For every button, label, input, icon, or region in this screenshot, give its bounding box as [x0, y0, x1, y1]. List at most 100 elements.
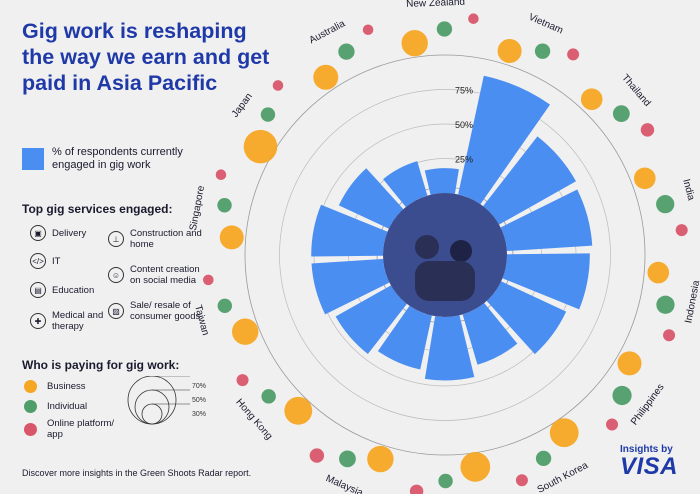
bubble-online-platform-app-south-korea	[515, 474, 528, 487]
bubble-business-south-korea	[549, 418, 579, 448]
category-label-singapore: Singapore	[188, 184, 207, 231]
bar-mainland-china	[424, 315, 475, 381]
bubble-online-platform-app-hong-kong	[236, 374, 249, 387]
box-icon: ▣	[30, 225, 46, 241]
size-legend-30: 30%	[192, 411, 206, 418]
bar-vietnam	[458, 75, 551, 205]
service-sale: ▨ Sale/ resale of consumer goods	[108, 300, 210, 322]
bar-hong-kong	[335, 285, 407, 354]
category-label-malaysia: Malaysia	[324, 473, 365, 494]
category-label-philippines: Philippines	[629, 382, 667, 427]
ytick-75: 75%	[455, 86, 473, 96]
business-dot	[24, 380, 37, 393]
category-label-taiwan: Taiwan	[192, 304, 211, 337]
service-content: ☺ Content creation on social media	[108, 264, 210, 286]
brand-small: Insights by	[620, 444, 673, 455]
center-photo	[383, 193, 507, 317]
bubble-business-vietnam	[497, 38, 522, 63]
payers-heading: Who is paying for gig work:	[22, 358, 180, 372]
bubble-business-taiwan	[232, 318, 259, 345]
bubble-business-india	[633, 167, 656, 190]
bubble-individual-taiwan	[217, 298, 232, 314]
category-label-australia: Australia	[308, 18, 348, 46]
outer-ring	[244, 54, 646, 456]
bubble-individual-singapore	[217, 198, 232, 213]
bubble-business-australia	[313, 64, 339, 90]
bubble-individual-malaysia	[339, 450, 356, 468]
bubble-individual-hong-kong	[261, 389, 276, 404]
ytick-50: 50%	[455, 120, 473, 130]
bar-japan	[338, 168, 404, 229]
bubble-business-mainland-china	[460, 451, 491, 482]
service-construction: ⊥ Construction and home	[108, 228, 210, 250]
bubble-individual-australia	[338, 43, 355, 60]
bubble-business-hong-kong	[284, 396, 313, 425]
bar-australia	[383, 161, 428, 207]
bar-taiwan	[311, 258, 390, 315]
bubble-online-platform-app-malaysia	[309, 448, 325, 463]
category-label-indonesia: Indonesia	[683, 279, 700, 324]
bubble-business-new-zealand	[401, 29, 428, 57]
person-icon: ☺	[108, 267, 124, 283]
size-legend-50: 50%	[192, 397, 206, 404]
bar-new-zealand	[424, 168, 459, 195]
payer-business: Business	[24, 380, 86, 393]
bubble-individual-vietnam	[534, 43, 551, 59]
bubble-online-platform-app-new-zealand	[468, 13, 479, 24]
services-heading: Top gig services engaged:	[22, 202, 173, 216]
bubble-online-platform-app-vietnam	[567, 48, 580, 61]
service-it: </> IT	[30, 253, 132, 269]
bar-thailand	[483, 136, 577, 225]
bubble-individual-japan	[260, 107, 276, 122]
category-label-hong-kong: Hong Kong	[233, 397, 274, 442]
category-label-thailand: Thailand	[619, 73, 652, 109]
bubble-online-platform-app-singapore	[215, 169, 227, 180]
code-icon: </>	[30, 253, 46, 269]
bar-india	[500, 189, 593, 252]
bar-legend-label: % of respondents currently engaged in gi…	[52, 146, 183, 171]
grid-ring	[279, 89, 611, 421]
payer-individual: Individual	[24, 400, 87, 413]
book-icon: ▤	[30, 282, 46, 298]
bubble-individual-thailand	[612, 105, 630, 123]
photo-person-2	[450, 240, 472, 262]
bubble-online-platform-app-philippines	[606, 418, 619, 431]
payer-platform: Online platform/ app	[24, 418, 117, 440]
bubble-business-philippines	[617, 351, 642, 376]
bubble-individual-mainland-china	[438, 473, 453, 489]
service-delivery: ▣ Delivery	[30, 225, 132, 241]
category-label-new-zealand: New Zealand	[406, 0, 465, 10]
category-label-japan: Japan	[230, 91, 255, 119]
size-legend: 70% 50% 30%	[127, 376, 206, 425]
bubble-business-thailand	[580, 88, 603, 111]
service-education: ▤ Education	[30, 282, 132, 298]
hammer-icon: ⊥	[108, 231, 124, 247]
photo-person-1	[415, 235, 439, 259]
bar-philippines	[486, 281, 567, 355]
brand-logo: VISA	[620, 453, 679, 480]
bubble-online-platform-app-thailand	[640, 123, 655, 137]
service-medical: ✚ Medical and therapy	[30, 310, 132, 332]
medical-cross-icon: ✚	[30, 313, 46, 329]
visa-brand: Insights by VISA	[620, 444, 678, 481]
ytick-25: 25%	[455, 155, 473, 165]
cart-icon: ▨	[108, 303, 124, 319]
bar-legend-swatch	[22, 148, 44, 170]
page-title: Gig work is reshaping the way we earn an…	[22, 19, 270, 95]
bubble-individual-south-korea	[535, 450, 552, 467]
bubble-business-singapore	[219, 225, 244, 250]
bar-singapore	[311, 204, 388, 257]
bubble-online-platform-app-taiwan	[203, 274, 214, 286]
size-legend-70: 70%	[192, 383, 206, 390]
bubble-individual-new-zealand	[436, 21, 453, 37]
bubble-individual-philippines	[612, 385, 632, 406]
footer-text: Discover more insights in the Green Shoo…	[22, 468, 252, 478]
bar-malaysia	[377, 305, 432, 370]
category-label-india: India	[680, 178, 696, 202]
bubble-business-japan	[243, 129, 278, 164]
bubble-individual-indonesia	[656, 295, 675, 314]
individual-dot	[24, 400, 37, 413]
bubble-online-platform-app-india	[675, 224, 688, 237]
platform-dot	[24, 422, 37, 436]
